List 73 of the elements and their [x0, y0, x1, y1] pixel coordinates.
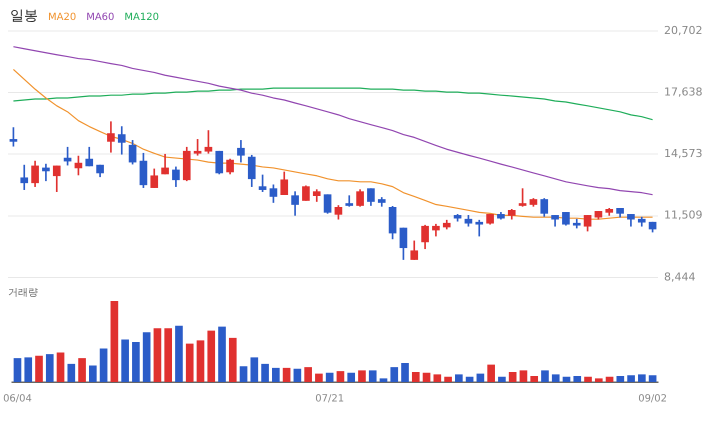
bar — [627, 375, 635, 382]
y-tick-label: 17,638 — [664, 85, 702, 98]
bar — [508, 372, 516, 382]
bar — [573, 376, 582, 382]
bar — [422, 372, 430, 382]
bar — [606, 376, 614, 382]
bar — [498, 376, 506, 382]
chart-title: 일봉 — [10, 7, 38, 25]
bar — [175, 326, 183, 382]
bar — [272, 368, 280, 382]
bar — [412, 372, 420, 382]
bar — [594, 378, 603, 382]
bar — [466, 376, 474, 382]
bar — [78, 358, 86, 382]
bar — [336, 371, 344, 382]
bar — [304, 367, 312, 382]
x-tick-label: 07/21 — [315, 394, 344, 405]
bar — [132, 342, 140, 382]
bar — [390, 367, 398, 382]
bar — [35, 356, 43, 382]
bar — [552, 374, 560, 382]
bar — [638, 374, 646, 382]
bar — [520, 370, 528, 382]
bar — [347, 372, 356, 382]
bar — [444, 376, 452, 382]
bar — [562, 376, 570, 382]
bar — [326, 372, 334, 382]
bar — [282, 368, 290, 382]
chart-title: 거래량 — [8, 288, 38, 299]
bar — [218, 326, 226, 382]
bar — [186, 344, 194, 382]
bar — [487, 364, 495, 382]
bar — [476, 374, 484, 382]
text: MA20 — [48, 12, 76, 23]
bar — [584, 376, 592, 382]
bar — [294, 368, 302, 382]
bar — [455, 374, 463, 382]
bar — [67, 364, 76, 382]
bar — [648, 375, 656, 382]
bar — [164, 328, 172, 382]
bar — [380, 378, 388, 382]
y-tick-label: 14,573 — [664, 147, 702, 160]
bar — [89, 365, 97, 382]
bar — [100, 348, 108, 382]
text: MA60 — [86, 12, 114, 23]
bar — [541, 370, 549, 382]
bar — [250, 357, 258, 382]
bar — [14, 358, 22, 382]
y-tick-label: 20,702 — [664, 24, 702, 37]
x-tick-label: 09/02 — [638, 394, 668, 405]
bar — [228, 338, 237, 382]
bar — [154, 328, 162, 382]
text: MA120 — [124, 12, 159, 23]
bar — [530, 376, 538, 382]
bar — [368, 370, 377, 382]
bar — [142, 332, 150, 382]
bar — [56, 352, 64, 382]
bar — [261, 364, 269, 382]
x-tick-label: 06/04 — [3, 394, 32, 405]
bar — [110, 301, 118, 382]
bar — [433, 374, 442, 382]
bar — [46, 354, 54, 382]
bar — [616, 376, 624, 382]
bar — [207, 330, 216, 382]
bar — [240, 366, 248, 382]
bar — [24, 357, 32, 382]
y-tick-label: 11,509 — [664, 208, 702, 222]
bar — [315, 374, 323, 382]
bar — [121, 340, 129, 382]
bar — [196, 340, 204, 382]
bar — [358, 370, 366, 382]
y-tick-label: 8,444 — [664, 270, 696, 284]
bar — [401, 363, 409, 382]
